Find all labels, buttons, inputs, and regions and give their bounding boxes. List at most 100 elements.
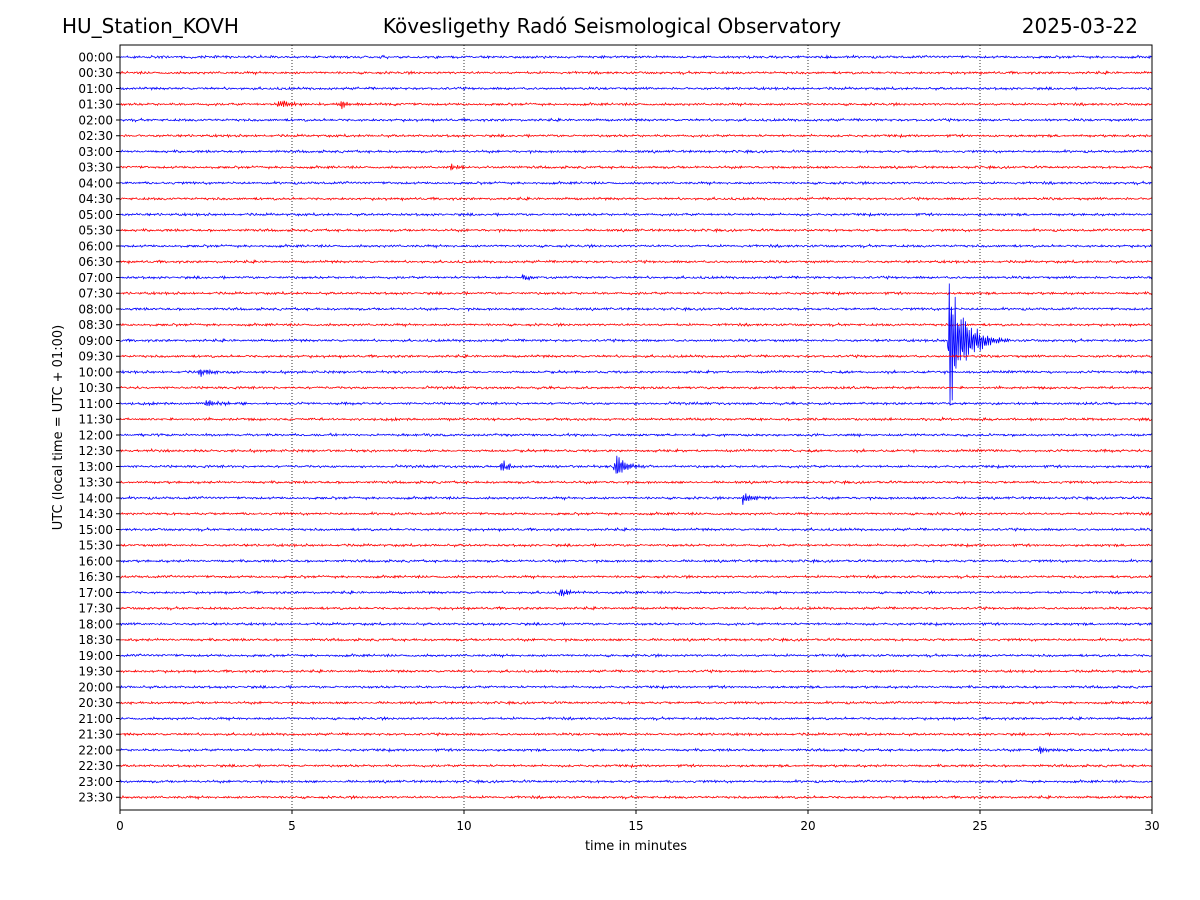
trace-1300 (119, 455, 1153, 474)
y-tick-label: 00:00 (78, 50, 113, 64)
y-tick-label: 09:30 (78, 350, 113, 364)
y-tick-label: 10:30 (78, 381, 113, 395)
y-tick-label: 21:30 (78, 728, 113, 742)
y-tick-label: 08:30 (78, 318, 113, 332)
y-tick-label: 12:30 (78, 444, 113, 458)
trace-0430 (119, 196, 1153, 202)
trace-2200 (119, 746, 1153, 754)
y-axis-label: UTC (local time = UTC + 01:00) (51, 325, 66, 530)
trace-0600 (119, 243, 1153, 249)
trace-0230 (119, 133, 1153, 139)
trace-0630 (119, 259, 1153, 265)
x-tick-label: 20 (800, 819, 815, 833)
y-tick-label: 09:00 (78, 334, 113, 348)
trace-2300 (119, 778, 1153, 785)
trace-1100 (119, 400, 1153, 407)
trace-0400 (119, 180, 1153, 186)
y-tick-label: 01:00 (78, 82, 113, 96)
y-tick-label: 21:00 (78, 712, 113, 726)
trace-0130 (119, 100, 1153, 110)
trace-0530 (119, 227, 1153, 234)
trace-0700 (119, 273, 1153, 281)
trace-0100 (119, 86, 1153, 92)
y-tick-label: 14:00 (78, 491, 113, 505)
y-tick-label: 03:00 (78, 145, 113, 159)
y-tick-label: 17:00 (78, 586, 113, 600)
y-tick-label: 10:00 (78, 365, 113, 379)
x-axis-ticks: 0 5 10 15 20 25 30 (116, 810, 1160, 833)
y-tick-label: 19:30 (78, 665, 113, 679)
y-tick-label: 04:30 (78, 192, 113, 206)
x-tick-label: 30 (1144, 819, 1159, 833)
trace-1030 (119, 385, 1153, 391)
trace-0900 (119, 283, 1153, 406)
trace-1400 (119, 493, 1153, 505)
y-tick-label: 16:30 (78, 570, 113, 584)
y-tick-label: 02:00 (78, 113, 113, 127)
y-tick-label: 11:30 (78, 413, 113, 427)
y-tick-label: 13:30 (78, 476, 113, 490)
y-tick-label: 19:00 (78, 649, 113, 663)
trace-0200 (119, 117, 1153, 123)
y-tick-label: 14:30 (78, 507, 113, 521)
trace-1630 (119, 574, 1153, 580)
x-tick-label: 0 (116, 819, 124, 833)
trace-0930 (119, 353, 1153, 360)
x-axis-label: time in minutes (585, 839, 687, 854)
y-tick-label: 18:00 (78, 617, 113, 631)
observatory-title: Kövesligethy Radó Seismological Observat… (382, 14, 842, 38)
y-tick-label: 02:30 (78, 129, 113, 143)
y-tick-label: 16:00 (78, 554, 113, 568)
y-tick-label: 22:00 (78, 743, 113, 757)
y-tick-label: 23:00 (78, 775, 113, 789)
trace-1330 (119, 479, 1153, 486)
y-tick-label: 03:30 (78, 161, 113, 175)
y-tick-label: 15:00 (78, 523, 113, 537)
y-tick-label: 23:30 (78, 791, 113, 805)
trace-2000 (119, 684, 1153, 690)
y-tick-label: 17:30 (78, 602, 113, 616)
trace-1700 (119, 588, 1153, 598)
x-tick-label: 25 (972, 819, 987, 833)
trace-1930 (119, 668, 1153, 675)
trace-1500 (119, 526, 1153, 533)
y-tick-label: 20:00 (78, 680, 113, 694)
y-tick-label: 08:00 (78, 302, 113, 316)
trace-1430 (119, 511, 1153, 517)
y-tick-label: 22:30 (78, 759, 113, 773)
trace-0500 (119, 212, 1153, 218)
trace-1200 (119, 432, 1153, 438)
y-tick-label: 05:00 (78, 208, 113, 222)
trace-1900 (119, 652, 1153, 659)
trace-0300 (119, 148, 1153, 155)
trace-0830 (119, 322, 1153, 328)
x-tick-label: 10 (456, 819, 471, 833)
trace-1000 (119, 368, 1153, 377)
trace-1600 (119, 558, 1153, 565)
trace-1800 (119, 621, 1153, 627)
trace-0800 (119, 306, 1153, 313)
trace-2030 (119, 700, 1153, 706)
record-date: 2025-03-22 (1021, 14, 1138, 38)
station-name: HU_Station_KOVH (62, 14, 239, 38)
trace-2230 (119, 763, 1153, 769)
y-tick-label: 11:00 (78, 397, 113, 411)
y-tick-label: 05:30 (78, 224, 113, 238)
trace-2100 (119, 715, 1153, 722)
y-tick-label: 06:00 (78, 239, 113, 253)
y-tick-label: 04:00 (78, 176, 113, 190)
y-tick-label: 06:30 (78, 255, 113, 269)
trace-0030 (119, 70, 1153, 76)
y-tick-label: 07:30 (78, 287, 113, 301)
y-tick-label: 00:30 (78, 66, 113, 80)
trace-2130 (119, 731, 1153, 737)
trace-1730 (119, 605, 1153, 612)
trace-1230 (119, 447, 1153, 454)
trace-0000 (119, 54, 1153, 60)
y-tick-label: 15:30 (78, 539, 113, 553)
y-tick-label: 20:30 (78, 696, 113, 710)
y-tick-label: 13:00 (78, 460, 113, 474)
y-tick-label: 12:00 (78, 428, 113, 442)
